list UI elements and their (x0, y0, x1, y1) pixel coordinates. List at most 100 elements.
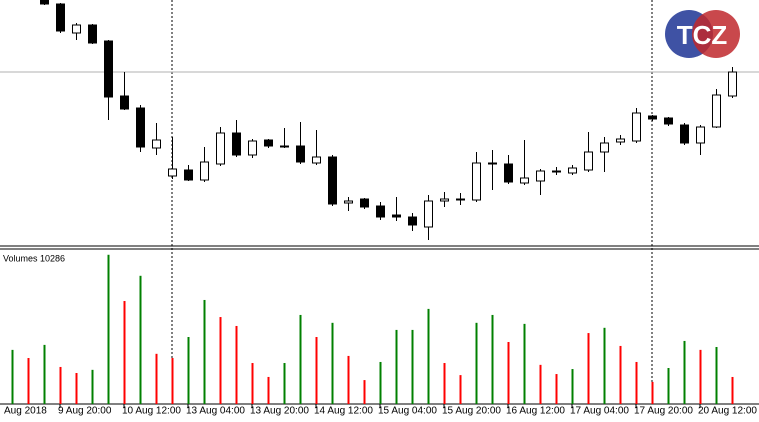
volume-bar (619, 345, 622, 404)
volume-bar (203, 299, 206, 404)
volume-bar (411, 329, 414, 404)
candle-body (664, 117, 673, 125)
volume-bar (459, 375, 462, 404)
volume-bar (443, 363, 446, 404)
candle-body (568, 167, 577, 174)
volume-bar (107, 254, 110, 404)
volume-bar (363, 380, 366, 404)
x-tick-label: 9 Aug 20:00 (58, 406, 112, 417)
logo-circle (692, 10, 740, 58)
candle-body (56, 3, 65, 32)
volume-bar (715, 346, 718, 404)
volume-bar (11, 349, 14, 404)
x-tick-label: 15 Aug 04:00 (378, 406, 437, 417)
candle-body (424, 200, 433, 228)
candle-body (648, 115, 657, 120)
candle-body (360, 198, 369, 208)
candle-body (472, 162, 481, 201)
candle-body (536, 170, 545, 182)
volume-bar (331, 322, 334, 404)
volume-bar (667, 368, 670, 404)
volume-bar (267, 376, 270, 404)
candle-body (216, 132, 225, 165)
candle-body (600, 142, 609, 153)
candle-body (392, 214, 401, 218)
x-tick-label: 17 Aug 04:00 (570, 406, 629, 417)
volume-bar (91, 369, 94, 404)
volume-bar (587, 333, 590, 404)
candle-body (376, 205, 385, 218)
volume-bar (555, 374, 558, 404)
candle-body (344, 200, 353, 204)
candle-body (504, 163, 513, 183)
price-panel (0, 0, 759, 240)
volume-panel (11, 254, 734, 404)
candle-body (696, 126, 705, 144)
candle-body (616, 138, 625, 143)
x-tick-label: 17 Aug 20:00 (634, 406, 693, 417)
x-tick-label: 13 Aug 20:00 (250, 406, 309, 417)
candle-body (328, 156, 337, 205)
volume-bar (187, 337, 190, 404)
candle-body (520, 177, 529, 184)
candle-body (40, 0, 49, 5)
volume-bar (315, 337, 318, 404)
volume-bar (507, 342, 510, 404)
volume-bar (395, 329, 398, 404)
candle-body (312, 156, 321, 164)
volume-bar (635, 361, 638, 404)
volume-bar (427, 308, 430, 404)
candle-body (168, 168, 177, 177)
x-axis-labels: Aug 2018 9 Aug 20:00 10 Aug 12:00 13 Aug 04… (4, 404, 757, 417)
volume-bar (171, 358, 174, 404)
volume-bar (299, 314, 302, 404)
candle-body (728, 71, 737, 97)
candle-body (456, 198, 465, 201)
logo-text: TCZ (677, 20, 728, 50)
x-tick-label: 15 Aug 20:00 (442, 406, 501, 417)
volume-bar (731, 376, 734, 404)
volume-bar (219, 317, 222, 404)
x-tick-label: Aug 2018 (4, 406, 47, 417)
candle-body (200, 161, 209, 181)
candle-body (712, 94, 721, 128)
volume-bar (571, 369, 574, 404)
x-tick-label: 14 Aug 12:00 (314, 406, 373, 417)
candle-body (280, 145, 289, 148)
x-tick-label: 13 Aug 04:00 (186, 406, 245, 417)
volume-bar (523, 323, 526, 404)
volume-bar (43, 344, 46, 404)
volume-bar (155, 353, 158, 404)
volume-bar (491, 314, 494, 404)
volume-bar (139, 275, 142, 404)
volume-label: Volumes 10286 (3, 253, 65, 263)
volume-bar (123, 301, 126, 404)
candle-body (552, 170, 561, 173)
candle-body (120, 95, 129, 110)
candle-body (248, 140, 257, 156)
volume-bar (235, 325, 238, 404)
volume-bar (347, 355, 350, 404)
volume-bar (283, 363, 286, 404)
candle-body (296, 145, 305, 163)
candle-body (88, 24, 97, 44)
candle-body (632, 112, 641, 142)
candle-body (136, 107, 145, 148)
volume-bar (475, 322, 478, 404)
x-tick-label: 10 Aug 12:00 (122, 406, 181, 417)
volume-bar (251, 363, 254, 404)
volume-bar (27, 358, 30, 404)
candle-body (408, 216, 417, 226)
candle-body (440, 198, 449, 202)
volume-bar (683, 340, 686, 404)
volume-bar (379, 361, 382, 404)
x-tick-label: 20 Aug 12:00 (698, 406, 757, 417)
candle-body (680, 124, 689, 144)
x-tick-label: 16 Aug 12:00 (506, 406, 565, 417)
volume-bar (699, 349, 702, 404)
candle-body (232, 132, 241, 156)
volume-bar (59, 366, 62, 404)
candle-body (488, 162, 497, 165)
volume-bar (651, 381, 654, 404)
volume-bar (603, 327, 606, 404)
